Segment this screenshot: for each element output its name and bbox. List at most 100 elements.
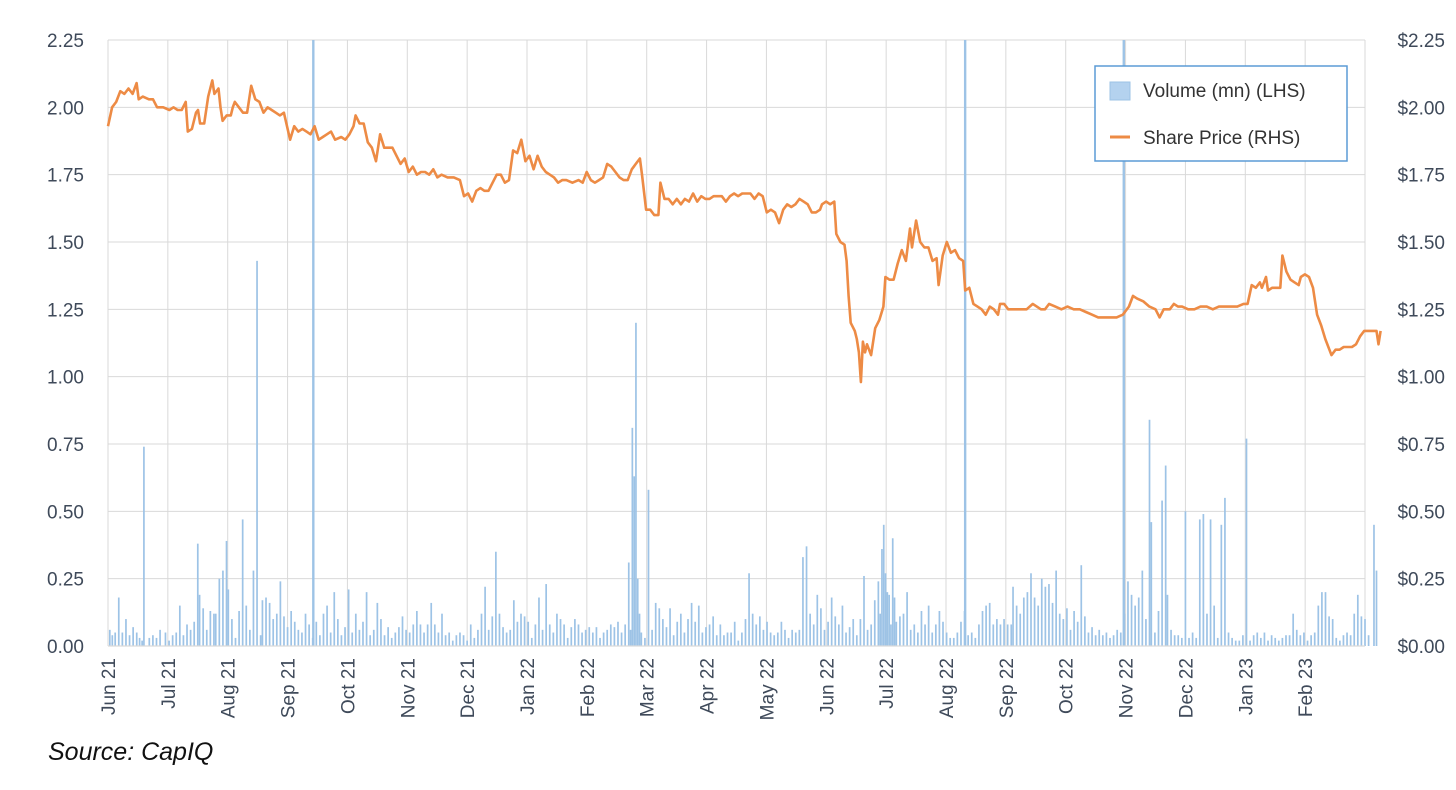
volume-bar [687, 619, 689, 646]
volume-bar [1328, 616, 1330, 646]
volume-bar [1112, 635, 1115, 646]
volume-bar [945, 632, 948, 646]
volume-bar [1256, 632, 1259, 646]
volume-bar [121, 632, 124, 646]
volume-bar [812, 624, 815, 646]
volume-bar [891, 538, 894, 646]
volume-bar [1224, 497, 1226, 646]
volume-bar [658, 608, 661, 646]
volume-bar [895, 621, 898, 646]
volume-bar [909, 629, 912, 646]
volume-bar [629, 629, 632, 646]
volume-bar [141, 640, 143, 646]
volume-bar [1015, 605, 1018, 646]
volume-bar [340, 635, 343, 646]
volume-bar [737, 640, 740, 646]
volume-bar [1195, 637, 1198, 646]
volume-bar [182, 635, 185, 646]
x-tick-label: Jun 22 [817, 658, 838, 715]
volume-bar [279, 581, 282, 646]
volume-bar [1335, 637, 1338, 646]
volume-bar [1292, 613, 1295, 646]
x-tick-label: Sep 21 [279, 658, 300, 718]
volume-bar [1270, 635, 1273, 646]
volume-bar [708, 624, 711, 646]
volume-bar [1303, 632, 1305, 646]
volume-bar [376, 602, 379, 646]
volume-bar [138, 637, 141, 646]
volume-bar [556, 613, 558, 646]
volume-bar [845, 632, 847, 646]
volume-bar [712, 616, 715, 646]
volume-bar [1375, 570, 1378, 646]
volume-bar [1353, 613, 1356, 646]
volume-bar [1364, 619, 1366, 646]
volume-bar [640, 632, 643, 646]
volume-bar [516, 621, 519, 646]
volume-bar [1087, 632, 1090, 646]
x-tick-label: Jul 22 [877, 658, 898, 709]
volume-bar [1177, 635, 1180, 646]
volume-bar [241, 519, 244, 646]
legend-box [1094, 65, 1348, 162]
volume-bar [820, 608, 822, 646]
volume-bar [1040, 578, 1043, 646]
volume-bar [1080, 565, 1083, 646]
volume-bar [609, 624, 612, 646]
volume-bar [1058, 613, 1061, 646]
y-right-tick-label: $1.25 [1397, 300, 1445, 321]
volume-bar [816, 594, 819, 646]
volume-bar [1339, 640, 1341, 646]
volume-bar [387, 627, 389, 646]
volume-bar [574, 619, 576, 646]
volume-bar [570, 627, 573, 646]
volume-bar [1137, 597, 1140, 646]
volume-bar [591, 632, 594, 646]
volume-bar [111, 635, 114, 646]
volume-bar [841, 605, 844, 646]
volume-bar [1242, 635, 1244, 646]
volume-bar [293, 621, 296, 646]
volume-bar [426, 624, 429, 646]
volume-bar [581, 632, 583, 646]
y-left-tick-label: 1.25 [47, 300, 84, 321]
y-right-tick-label: $0.00 [1397, 637, 1445, 658]
volume-bar [584, 629, 587, 646]
volume-bar [430, 602, 433, 646]
volume-bar [1216, 637, 1219, 646]
x-tick-label: Feb 22 [578, 658, 599, 717]
volume-bar [1164, 465, 1167, 646]
volume-bar [1030, 573, 1032, 646]
volume-bar [252, 570, 255, 646]
volume-bar [748, 573, 750, 646]
volume-bar [308, 624, 310, 646]
volume-bar [823, 629, 826, 646]
volume-bar [315, 621, 318, 646]
volume-bar [766, 621, 768, 646]
volume-bar [879, 613, 882, 646]
volume-bar [193, 621, 196, 646]
volume-bar [189, 629, 192, 646]
volume-bar [970, 632, 973, 646]
x-tick-label: Jun 21 [99, 658, 120, 715]
volume-bar [1145, 619, 1147, 646]
volume-bar [484, 586, 486, 646]
volume-bar [1006, 624, 1009, 646]
source-note: Source: CapIQ [48, 738, 214, 766]
volume-bar [1252, 635, 1255, 646]
volume-bar [952, 637, 955, 646]
volume-bar [679, 613, 682, 646]
volume-bar [455, 635, 458, 646]
volume-bar [780, 621, 783, 646]
volume-bar [834, 616, 837, 646]
volume-bar [214, 613, 217, 646]
x-tick-label: May 22 [757, 658, 778, 720]
volume-bar [523, 616, 526, 646]
y-left-tick-label: 2.25 [47, 31, 84, 52]
volume-bar [1220, 524, 1223, 646]
volume-bar [1285, 635, 1287, 646]
volume-bar [469, 624, 472, 646]
volume-bar [802, 557, 804, 646]
volume-bar-spike [312, 40, 315, 646]
